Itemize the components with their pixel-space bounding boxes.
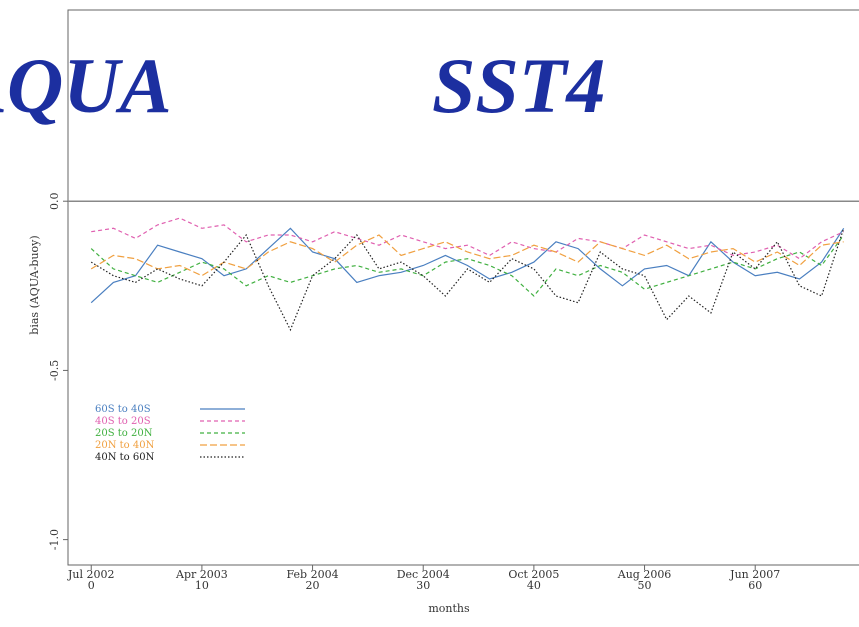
- chart-subtitle: SST4: [432, 42, 605, 129]
- x-tick-date: Apr 2003: [175, 568, 228, 581]
- series-line: [90, 227, 845, 304]
- x-tick-date: Feb 2004: [287, 568, 339, 581]
- x-tick-date: Oct 2005: [508, 568, 559, 581]
- x-tick-date: Jun 2007: [729, 568, 780, 581]
- x-tick-label: 0: [88, 579, 95, 592]
- chart-title: AQUA: [0, 42, 172, 129]
- y-tick-label: 0.0: [48, 192, 61, 210]
- x-tick-label: 10: [195, 579, 209, 592]
- x-tick-date: Aug 2006: [617, 568, 672, 581]
- y-tick-label: -1.0: [48, 529, 61, 550]
- x-tick-label: 20: [306, 579, 320, 592]
- x-tick-label: 30: [416, 579, 430, 592]
- x-tick-label: 50: [638, 579, 652, 592]
- x-axis-label: months: [428, 602, 470, 615]
- legend-label: 20N to 40N: [95, 440, 155, 451]
- x-tick-date: Dec 2004: [397, 568, 450, 581]
- series-line: [90, 228, 845, 332]
- series-line: [90, 234, 844, 277]
- x-tick-label: 40: [527, 579, 541, 592]
- x-tick-date: Jul 2002: [67, 568, 115, 581]
- legend-label: 40N to 60N: [95, 452, 155, 463]
- legend-label: 60S to 40S: [95, 404, 151, 415]
- legend-label: 20S to 20N: [95, 428, 153, 439]
- x-tick-label: 60: [748, 579, 762, 592]
- legend-label: 40S to 20S: [95, 416, 151, 427]
- plot-frame: [67, 9, 859, 566]
- y-axis-label: bias (AQUA-buoy): [28, 235, 41, 334]
- y-tick-label: -0.5: [48, 360, 61, 381]
- series-line: [91, 217, 844, 260]
